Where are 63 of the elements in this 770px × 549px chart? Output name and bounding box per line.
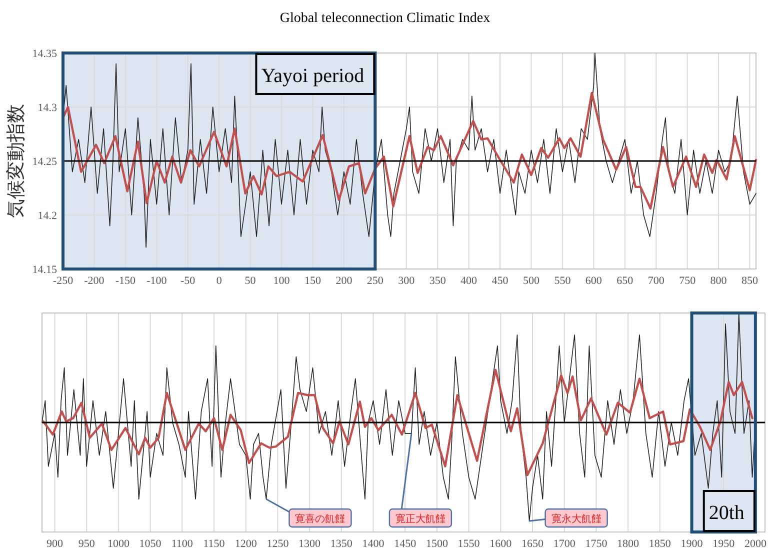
x-tick-label: 1400 (362, 538, 385, 549)
x-tick-label: 1500 (426, 538, 448, 549)
x-tick-label: -250 (52, 275, 74, 287)
x-tick-label: 1700 (553, 538, 576, 549)
x-tick-label: 1550 (458, 538, 480, 549)
x-tick-label: 850 (742, 275, 759, 287)
line-series (62, 92, 758, 210)
x-tick-label: 600 (585, 275, 602, 287)
x-tick-label: 300 (398, 275, 416, 287)
x-tick-label: 1350 (330, 538, 353, 549)
x-tick-label: 550 (554, 275, 572, 287)
x-tick-label: 1850 (648, 538, 672, 549)
x-tick-label: -50 (180, 275, 196, 287)
x-tick-label: 1750 (585, 538, 608, 549)
x-tick-label: -200 (84, 275, 105, 287)
band-label: Yayoi period (261, 65, 364, 87)
chart-title: Global teleconnection Climatic Index (280, 11, 490, 26)
x-tick-label: -150 (115, 275, 136, 287)
x-tick-label: 500 (522, 275, 540, 287)
x-tick-label: 1450 (394, 538, 417, 549)
line-series (62, 52, 756, 248)
y-tick-label: 14.15 (32, 264, 58, 276)
x-tick-label: -100 (146, 275, 168, 287)
x-tick-label: 1650 (521, 538, 544, 549)
x-tick-label: 1050 (139, 538, 162, 549)
y-tick-label: 14.2 (38, 210, 57, 222)
x-tick-label: 700 (648, 275, 665, 287)
band-label: 20th (708, 502, 744, 524)
x-tick-label: 800 (710, 275, 728, 287)
callout: 寛喜の飢饉 (266, 498, 352, 528)
y-tick-label: 14.25 (32, 156, 58, 168)
y-tick-label: 14.3 (38, 102, 58, 114)
x-tick-label: 2000 (744, 538, 767, 549)
callout: 寛正大飢饉 (388, 433, 452, 528)
x-tick-label: 750 (679, 275, 696, 287)
annotation: 寛永大飢饉 (551, 513, 602, 525)
x-tick-label: 900 (46, 538, 64, 549)
annotation: 寛喜の飢饉 (295, 513, 346, 525)
x-tick-label: 450 (492, 275, 509, 287)
x-tick-label: 1900 (680, 538, 704, 549)
callout: 寛永大飢饉 (529, 508, 608, 528)
y-axis-title: 気候変動指数 (5, 104, 27, 218)
x-tick-label: 1950 (712, 538, 736, 549)
x-tick-label: 100 (273, 275, 290, 287)
x-tick-label: 400 (460, 275, 478, 287)
x-tick-label: 0 (216, 275, 222, 287)
x-tick-label: 1150 (203, 538, 226, 549)
x-tick-label: 650 (616, 275, 634, 287)
x-tick-label: 150 (304, 275, 322, 287)
y-tick-label: 14.35 (32, 48, 58, 60)
x-tick-label: 1800 (617, 538, 640, 549)
annotation: 寛正大飢饉 (395, 513, 446, 525)
x-tick-label: 250 (366, 275, 384, 287)
x-tick-label: 1100 (171, 538, 194, 549)
x-tick-label: 1200 (234, 538, 258, 549)
x-tick-label: 350 (429, 275, 446, 287)
x-tick-label: 1600 (490, 538, 512, 549)
x-tick-label: 50 (244, 275, 256, 287)
x-tick-label: 200 (336, 275, 353, 287)
x-tick-label: 1300 (298, 538, 322, 549)
x-tick-label: 1000 (107, 538, 130, 549)
x-tick-label: 1250 (266, 538, 290, 549)
x-tick-label: 950 (78, 538, 96, 549)
